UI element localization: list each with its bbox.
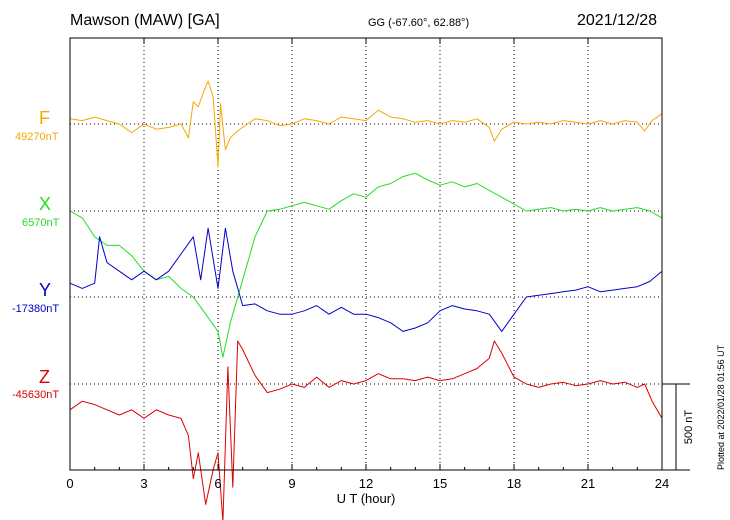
component-z-label: Z — [39, 367, 50, 387]
series-y-line — [69, 227, 663, 332]
scale-bar: 500 nT — [662, 383, 695, 471]
component-x-baseline: 6570nT — [22, 217, 60, 229]
component-z-baseline: -45630nT — [12, 389, 60, 401]
x-tick-label: 9 — [288, 476, 295, 491]
x-tick-label: 3 — [140, 476, 147, 491]
x-tick-label: 21 — [581, 476, 595, 491]
x-tick-label: 0 — [66, 476, 73, 491]
component-f-baseline: 49270nT — [15, 131, 59, 143]
x-tick-label: 15 — [433, 476, 447, 491]
x-tick-label: 12 — [359, 476, 373, 491]
x-tick-label: 6 — [214, 476, 221, 491]
component-x-label: X — [39, 194, 52, 214]
station-title: Mawson (MAW) [GA] — [70, 12, 220, 29]
geographic-coords: GG (-67.60°, 62.88°) — [368, 17, 470, 29]
x-tick-label: 18 — [507, 476, 521, 491]
grid-lines — [70, 38, 662, 470]
plotted-timestamp: Plotted at 2022/01/28 01:56 UT — [716, 344, 726, 470]
data-series — [69, 80, 663, 520]
series-z-line — [69, 340, 663, 520]
component-y-baseline: -17380nT — [12, 303, 60, 315]
x-axis-label: U T (hour) — [337, 491, 396, 506]
series-x-line — [69, 172, 663, 358]
x-ticks: 0 3 6 9 12 15 18 21 24 U T (hour) — [66, 38, 669, 506]
component-y-label: Y — [39, 280, 52, 300]
component-f-label: F — [39, 108, 50, 128]
scale-bar-label: 500 nT — [683, 410, 695, 445]
x-tick-label: 24 — [655, 476, 669, 491]
chart-date: 2021/12/28 — [577, 12, 658, 29]
series-f-line — [69, 80, 663, 168]
